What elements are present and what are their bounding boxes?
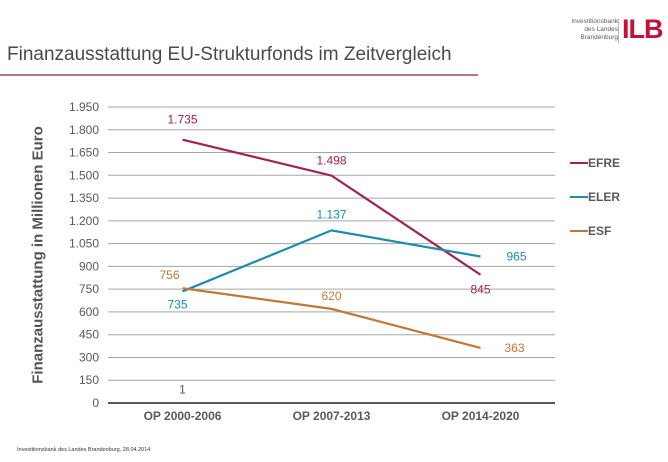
logo-separator (618, 19, 619, 43)
series-line-efre (182, 138, 482, 276)
legend-label-efre: EFRE (588, 156, 620, 170)
x-category-label: OP 2014-2020 (442, 409, 520, 423)
y-tick-label: 1.800 (69, 123, 99, 137)
legend-label-esf: ESF (588, 224, 611, 238)
page-title: Finanzausstattung EU-Strukturfonds im Ze… (7, 44, 452, 65)
series-line-eler (182, 229, 481, 293)
logo-line: des Landes (584, 26, 618, 33)
y-tick-label: 1.200 (69, 214, 99, 228)
x-category-label: OP 2007-2013 (293, 409, 371, 423)
y-tick-labels: 0 150 300 450 600 750 900 1.050 1.200 1.350 1.500 1… (69, 100, 99, 410)
y-tick-label: 1.350 (69, 191, 99, 205)
y-tick-label: 300 (79, 350, 99, 364)
data-label: 620 (321, 289, 341, 303)
data-label: 756 (159, 268, 179, 282)
y-tick-label: 1.950 (69, 100, 99, 114)
data-label: 845 (470, 283, 490, 297)
y-tick-label: 1.650 (69, 146, 99, 160)
x-category-labels: OP 2000-2006 OP 2007-2013 OP 2014-2020 (144, 409, 520, 423)
series-line-esf (182, 287, 481, 349)
logo-line: Investitionsbank (571, 18, 618, 25)
y-tick-label: 750 (79, 282, 99, 296)
logo-bank-name: Investitionsbank des Landes Brandenburg (548, 18, 618, 42)
data-labels: 1.735 1.498 845 735 1.137 965 756 620 363 (159, 113, 526, 355)
legend: EFRE ELER ESF (570, 156, 620, 238)
y-tick-label: 600 (79, 305, 99, 319)
logo-line: Brandenburg (580, 34, 618, 41)
annotations: 1 (179, 382, 186, 396)
y-tick-label: 150 (79, 373, 99, 387)
data-label: 965 (506, 250, 526, 264)
gridlines (108, 106, 555, 404)
ilb-logo: Investitionsbank des Landes Brandenburg … (555, 14, 665, 46)
y-tick-label: 1.500 (69, 168, 99, 182)
y-tick-label: 0 (92, 396, 99, 410)
data-label: 1.735 (167, 113, 197, 127)
series-lines (182, 138, 482, 349)
title-underline (0, 74, 478, 76)
y-tick-label: 1.050 (69, 237, 99, 251)
legend-label-eler: ELER (588, 190, 620, 204)
data-label: 735 (167, 297, 187, 311)
data-label: 1.137 (316, 207, 346, 221)
footer-source: Investitionsbank des Landes Brandenburg,… (17, 447, 151, 453)
y-tick-label: 450 (79, 328, 99, 342)
annotation-label: 1 (179, 382, 186, 396)
data-label: 363 (504, 341, 524, 355)
y-tick-label: 900 (79, 259, 99, 273)
x-category-label: OP 2000-2006 (144, 409, 222, 423)
logo-mark: ILB (622, 14, 663, 44)
data-label: 1.498 (316, 154, 346, 168)
